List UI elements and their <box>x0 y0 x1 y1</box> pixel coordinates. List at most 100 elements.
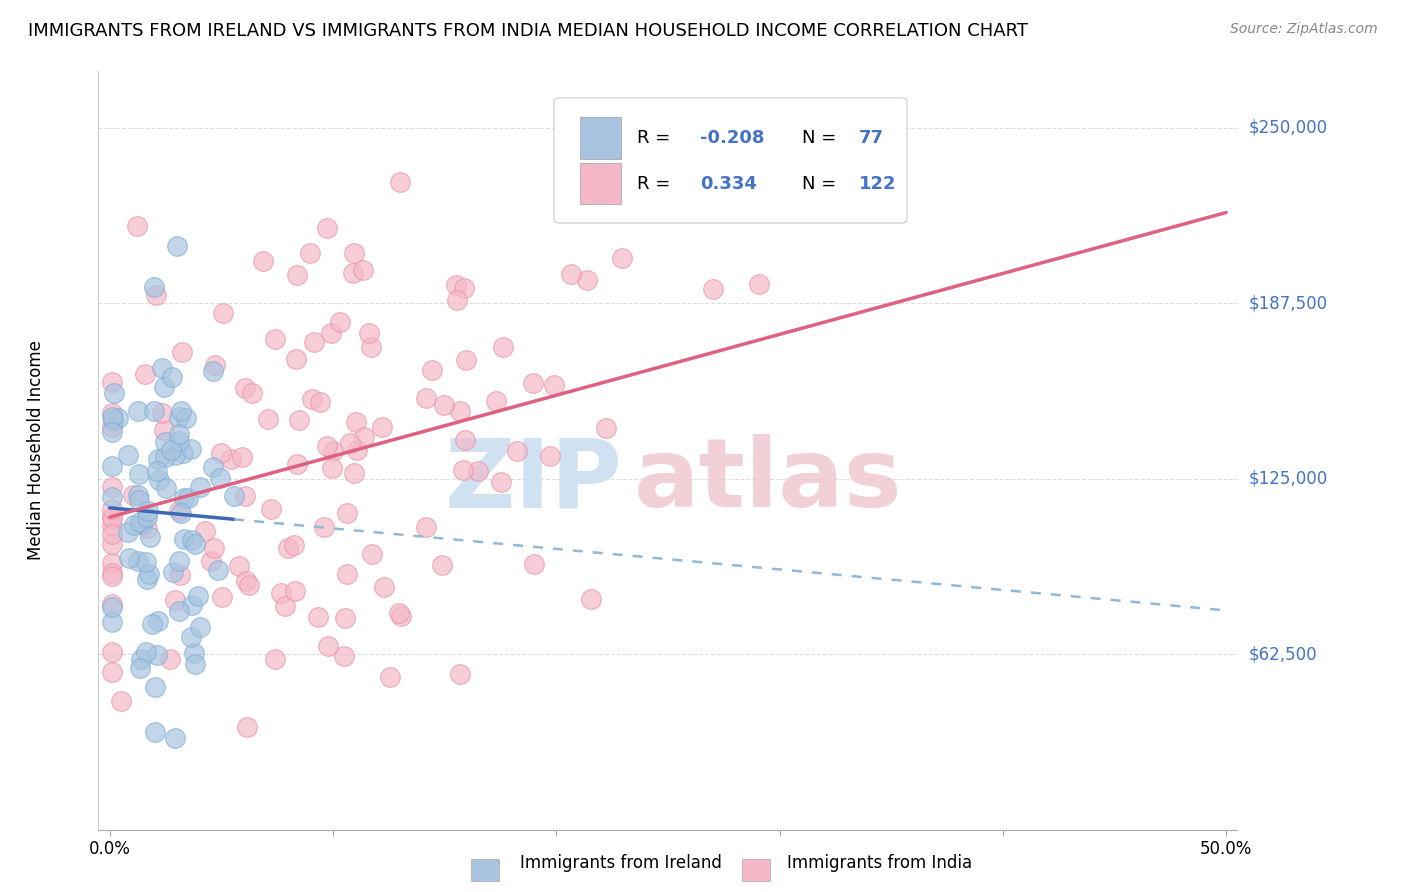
Point <box>449 403 471 417</box>
Text: atlas: atlas <box>634 434 903 527</box>
Point <box>212 306 235 320</box>
Point <box>231 450 253 464</box>
Point <box>702 282 724 296</box>
Text: Median Household Income: Median Household Income <box>27 341 45 560</box>
Point <box>485 393 508 408</box>
Point <box>312 520 335 534</box>
Text: R =: R = <box>637 129 676 147</box>
Point <box>748 277 770 291</box>
Text: 122: 122 <box>859 175 897 193</box>
Point <box>134 367 156 381</box>
Point <box>260 502 283 516</box>
Point <box>173 532 195 546</box>
Point <box>166 239 188 253</box>
Point <box>415 520 437 534</box>
Point <box>165 448 187 462</box>
Text: N =: N = <box>803 129 837 147</box>
Point <box>143 680 166 694</box>
Point <box>538 450 561 464</box>
Point <box>378 670 401 684</box>
Point <box>188 620 211 634</box>
Point <box>492 340 515 354</box>
Point <box>170 506 193 520</box>
Point <box>145 288 167 302</box>
Point <box>177 491 200 505</box>
Point <box>101 537 124 551</box>
Text: IMMIGRANTS FROM IRELAND VS IMMIGRANTS FROM INDIA MEDIAN HOUSEHOLD INCOME CORRELA: IMMIGRANTS FROM IRELAND VS IMMIGRANTS FR… <box>28 22 1028 40</box>
Point <box>219 452 242 467</box>
Point <box>136 504 159 518</box>
Text: Immigrants from India: Immigrants from India <box>787 855 973 872</box>
Point <box>170 344 193 359</box>
Point <box>167 604 190 618</box>
Point <box>344 415 367 429</box>
Point <box>183 646 205 660</box>
Point <box>143 404 166 418</box>
Point <box>204 541 226 555</box>
Point <box>139 530 162 544</box>
Point <box>136 509 159 524</box>
Point <box>449 667 471 681</box>
Point <box>415 391 437 405</box>
Point <box>167 409 190 424</box>
Point <box>148 614 170 628</box>
Point <box>506 444 529 458</box>
Point <box>146 648 169 662</box>
Text: $62,500: $62,500 <box>1249 645 1317 663</box>
Point <box>138 567 160 582</box>
Point <box>336 566 359 581</box>
Point <box>180 533 202 547</box>
Point <box>163 731 186 745</box>
Point <box>143 725 166 739</box>
Point <box>373 580 395 594</box>
Point <box>287 458 309 472</box>
Point <box>184 537 207 551</box>
Point <box>446 293 468 308</box>
Point <box>284 583 307 598</box>
Point <box>333 611 356 625</box>
Point <box>388 606 411 620</box>
Point <box>101 519 124 533</box>
Point <box>125 219 148 233</box>
Point <box>167 554 190 568</box>
Point <box>101 511 124 525</box>
Point <box>110 694 132 708</box>
Point <box>211 590 233 604</box>
Point <box>233 381 256 395</box>
Point <box>433 398 456 412</box>
Point <box>284 351 307 366</box>
Point <box>136 573 159 587</box>
FancyBboxPatch shape <box>581 162 621 204</box>
Point <box>315 220 337 235</box>
Point <box>274 599 297 613</box>
Point <box>560 267 582 281</box>
Point <box>522 376 544 391</box>
Point <box>117 448 139 462</box>
Point <box>339 435 361 450</box>
Point <box>204 359 226 373</box>
Point <box>141 617 163 632</box>
Point <box>307 610 329 624</box>
Text: 0.334: 0.334 <box>700 175 756 193</box>
Point <box>101 615 124 629</box>
Point <box>283 538 305 552</box>
Point <box>152 380 174 394</box>
Point <box>142 279 165 293</box>
Point <box>235 574 257 588</box>
Text: $250,000: $250,000 <box>1249 119 1327 136</box>
Point <box>101 420 124 434</box>
Point <box>454 433 477 447</box>
Point <box>101 459 124 474</box>
Point <box>101 569 124 583</box>
Point <box>127 554 149 568</box>
Point <box>101 376 124 390</box>
Point <box>595 420 617 434</box>
Point <box>188 480 211 494</box>
Point <box>135 555 157 569</box>
Point <box>170 404 193 418</box>
Point <box>576 273 599 287</box>
Point <box>162 369 184 384</box>
Point <box>202 364 225 378</box>
Point <box>127 488 149 502</box>
Point <box>224 489 246 503</box>
